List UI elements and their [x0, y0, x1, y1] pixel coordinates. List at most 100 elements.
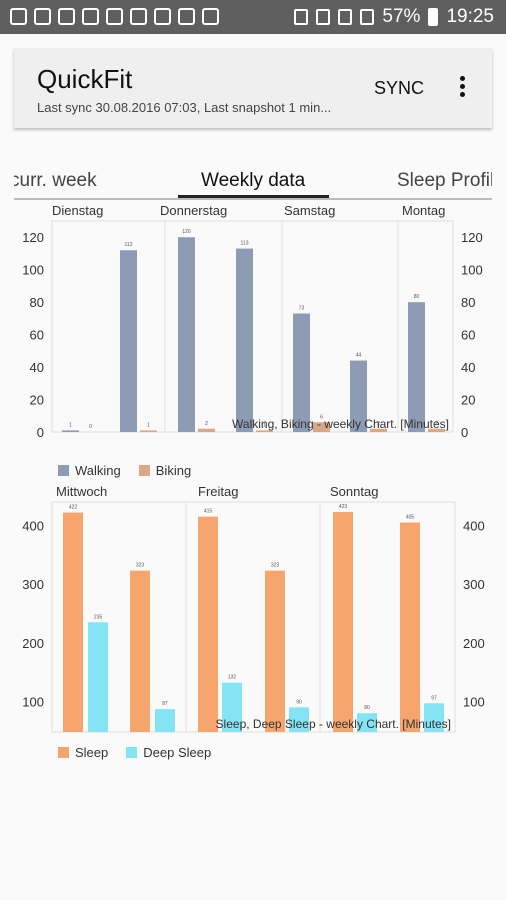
data-label-0-5: 44 [356, 353, 362, 359]
bar-biking-1 [140, 430, 157, 432]
y-tick-right-0: 100 [463, 694, 485, 709]
y-tick-right-2: 300 [463, 577, 485, 592]
day-label-0: Mittwoch [56, 484, 107, 499]
bar-walking-5 [350, 360, 367, 432]
biking-swatch [138, 465, 150, 476]
bar-deep-sleep-0 [88, 622, 108, 732]
y-tick-right-0: 0 [461, 425, 468, 440]
data-label-0-1: 112 [125, 242, 133, 248]
app-title: QuickFit [37, 64, 133, 94]
data-label-1-2: 132 [228, 675, 237, 681]
day-label-2: Sonntag [330, 484, 378, 499]
bar-sleep-1 [130, 570, 150, 732]
wifi-icon [338, 9, 353, 25]
data-label-1-4: 80 [364, 705, 370, 711]
data-label-0-2: 415 [204, 509, 213, 515]
battery-icon [428, 8, 439, 26]
data-label-1-1: 87 [162, 701, 168, 707]
data-label-1-3: 90 [296, 699, 302, 705]
data-label-0-3: 113 [241, 241, 249, 247]
warning-icon [178, 8, 195, 25]
gallery-icon [58, 8, 75, 25]
plot-area [51, 501, 456, 733]
sync-button[interactable]: SYNC [374, 78, 425, 98]
y-tick-right-2: 40 [461, 360, 475, 375]
photo-icon [154, 8, 171, 25]
bar-deep-sleep-1 [155, 709, 175, 732]
chart-title: Sleep, Deep Sleep - weekly Chart. [Minut… [216, 717, 451, 731]
walking-swatch [58, 465, 69, 476]
bar-sleep-3 [265, 570, 285, 732]
more-vert-icon[interactable] [452, 74, 472, 102]
y-tick-right-3: 60 [461, 328, 475, 343]
y-tick-left-3: 60 [30, 328, 44, 343]
y-tick-right-1: 20 [461, 393, 475, 408]
bar-sleep-0 [63, 512, 83, 732]
chart1-legend: Walking Biking [58, 463, 191, 478]
data-label-0-0: 1 [69, 422, 72, 428]
y-tick-left-6: 120 [22, 230, 44, 245]
data-label-1-1: 1 [147, 422, 150, 428]
day-label-1: Freitag [198, 484, 238, 499]
signal-bars-icon [360, 9, 375, 25]
bar-deep-sleep-5 [424, 703, 444, 732]
tab-curr-week[interactable]: curr. week [14, 170, 97, 191]
data-label-0-6: 80 [414, 294, 420, 300]
data-label-0-3: 323 [271, 563, 280, 569]
legend-deep-sleep: Deep Sleep [143, 745, 212, 760]
notification-icons [10, 8, 219, 25]
y-tick-left-2: 40 [30, 360, 44, 375]
y-tick-left-3: 400 [22, 518, 44, 533]
tab-bar: curr. week Weekly data Sleep Profil [14, 160, 492, 200]
tab-weekly-data[interactable]: Weekly data [201, 170, 306, 191]
system-icons: 57% 19:25 [294, 6, 494, 28]
data-label-1-3: 1 [263, 422, 266, 428]
bar-walking-3 [236, 248, 253, 432]
sleep-swatch [58, 747, 69, 758]
bar-walking-1 [120, 250, 137, 432]
day-label-0: Dienstag [52, 203, 103, 218]
bar-walking-6 [408, 302, 425, 432]
y-tick-left-2: 300 [22, 577, 44, 592]
y-tick-left-5: 100 [22, 263, 44, 278]
y-tick-left-0: 0 [37, 425, 44, 440]
chart-title: Walking, Biking - weekly Chart. [Minutes… [232, 417, 449, 431]
mute-icon [316, 9, 331, 25]
image-icon [82, 8, 99, 25]
data-label-1-5: 2 [377, 421, 380, 427]
y-tick-right-4: 80 [461, 295, 475, 310]
app-bar: QuickFit Last sync 30.08.2016 07:03, Las… [14, 48, 492, 128]
deep-sleep-swatch [126, 747, 138, 758]
inbox-icon [202, 8, 219, 25]
data-label-0-1: 323 [136, 563, 145, 569]
mail-icon [34, 8, 51, 25]
battery-level: 57% [382, 6, 421, 27]
tab-sleep-profile[interactable]: Sleep Profil [397, 170, 492, 191]
data-label-0-5: 405 [406, 515, 415, 521]
bar-biking-3 [256, 430, 273, 432]
bar-sleep-4 [333, 511, 353, 732]
bar-sleep-5 [400, 522, 420, 732]
y-tick-right-3: 400 [463, 518, 485, 533]
bar-biking-5 [370, 428, 387, 432]
active-tab-indicator [178, 195, 329, 198]
bar-biking-4 [313, 422, 330, 432]
y-tick-left-4: 80 [30, 295, 44, 310]
data-label-1-0: 235 [94, 614, 103, 620]
bar-walking-4 [293, 313, 310, 432]
pdf-icon [106, 8, 123, 25]
bar-sleep-2 [198, 516, 218, 732]
clock: 19:25 [446, 6, 494, 27]
y-tick-left-1: 20 [30, 393, 44, 408]
status-bar: 57% 19:25 [0, 0, 506, 34]
data-label-0-4: 73 [299, 306, 305, 312]
bar-walking-2 [178, 237, 195, 432]
data-label-0-4: 423 [339, 504, 348, 510]
legend-sleep: Sleep [75, 745, 109, 760]
data-label-0-0: 422 [69, 505, 78, 511]
data-label-1-0: 0 [89, 424, 92, 430]
day-label-1: Donnerstag [160, 203, 227, 218]
bar-deep-sleep-2 [222, 682, 242, 732]
data-label-1-5: 97 [431, 695, 437, 701]
